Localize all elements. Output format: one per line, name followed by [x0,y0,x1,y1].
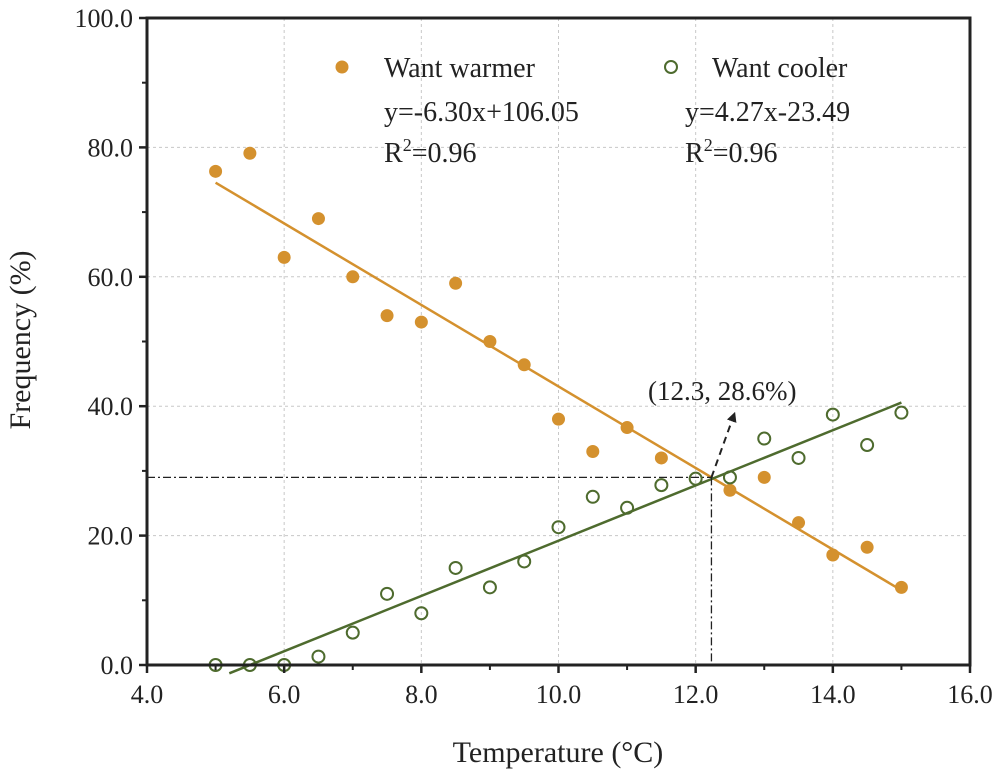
point-want-cooler [551,520,566,535]
cooler-fit-equation: y=4.27x-23.49 [685,97,850,128]
point-want-warmer [517,358,531,372]
legend-label-want-warmer: Want warmer [384,53,536,84]
y-tick-label: 20.0 [88,522,134,551]
fit-equations: y=-6.30x+106.05 R2=0.96 y=4.27x-23.49 R2… [384,97,850,169]
point-want-warmer [586,444,600,458]
x-tick-label: 6.0 [268,680,301,709]
point-want-cooler [380,586,395,601]
warmer-r2-superscript: 2 [403,135,412,155]
y-tick-label: 100.0 [75,4,134,33]
x-tick-label: 16.0 [947,680,993,709]
point-want-warmer [243,146,257,160]
point-want-warmer [277,250,291,264]
x-tick-label: 10.0 [536,680,582,709]
point-want-warmer [894,580,908,594]
intersection-guides [147,476,713,665]
annotation-arrow [710,411,737,478]
point-want-cooler [688,471,703,486]
point-want-cooler [311,649,326,664]
y-tick-label: 80.0 [88,133,134,162]
y-axis-title: Frequency (%) [4,250,37,429]
point-want-warmer [723,483,737,497]
point-want-cooler [791,450,806,465]
cooler-r2-superscript: 2 [704,135,713,155]
point-want-cooler [345,625,360,640]
point-want-warmer [826,548,840,562]
point-want-warmer [380,309,394,323]
point-want-cooler [620,500,635,515]
grid-lines [147,18,970,665]
point-want-warmer [449,276,463,290]
cooler-r2-value: =0.96 [713,138,778,169]
y-tick-label: 0.0 [101,651,134,680]
point-want-cooler [517,554,532,569]
legend: Want warmer Want cooler [335,53,848,84]
cooler-r-squared: R2=0.96 [685,135,777,169]
intersection-label: (12.3, 28.6%) [648,376,796,406]
point-want-cooler [482,580,497,595]
warmer-r-squared: R2=0.96 [384,135,476,169]
legend-item-want-warmer: Want warmer [335,53,536,84]
fit-lines [214,181,903,675]
point-want-cooler [722,470,737,485]
point-want-warmer [483,335,497,348]
x-tick-label: 8.0 [405,680,438,709]
y-tick-label: 40.0 [88,392,134,421]
point-want-cooler [757,431,772,446]
axis-ticks: 4.0 6.0 8.0 10.0 12.0 14.0 16.0 0.0 20.0 40.0 60.0… [75,4,993,709]
point-want-cooler [825,407,840,422]
point-want-warmer [311,212,325,226]
point-want-warmer [757,470,771,484]
point-want-cooler [414,606,429,621]
x-tick-label: 14.0 [810,680,856,709]
warmer-r2-value: =0.96 [412,138,477,169]
fit-line-want-cooler [228,401,902,675]
point-want-warmer [552,412,565,426]
point-want-warmer [414,315,428,329]
legend-label-want-cooler: Want cooler [712,53,848,84]
y-tick-label: 60.0 [88,263,134,292]
point-want-warmer [860,540,874,554]
point-want-warmer [346,270,360,284]
warmer-fit-equation: y=-6.30x+106.05 [384,97,579,128]
x-axis-title: Temperature (°C) [453,736,664,769]
x-tick-label: 12.0 [673,680,719,709]
legend-marker-want-warmer [335,60,349,74]
point-want-warmer [620,421,634,435]
point-want-cooler [448,560,463,575]
x-tick-label: 4.0 [131,680,164,709]
point-want-warmer [654,451,668,465]
legend-item-want-cooler: Want cooler [664,53,848,84]
legend-marker-want-cooler [664,60,678,74]
intersection-annotation: (12.3, 28.6%) [648,376,796,478]
cooler-r2-symbol: R [685,138,704,169]
point-want-cooler [585,489,600,504]
point-want-warmer [792,516,806,530]
point-want-cooler [860,438,875,453]
warmer-r2-symbol: R [384,138,403,169]
fit-line-want-warmer [214,181,903,592]
point-want-warmer [209,164,223,178]
point-want-cooler [894,405,909,420]
point-want-cooler [654,478,669,493]
